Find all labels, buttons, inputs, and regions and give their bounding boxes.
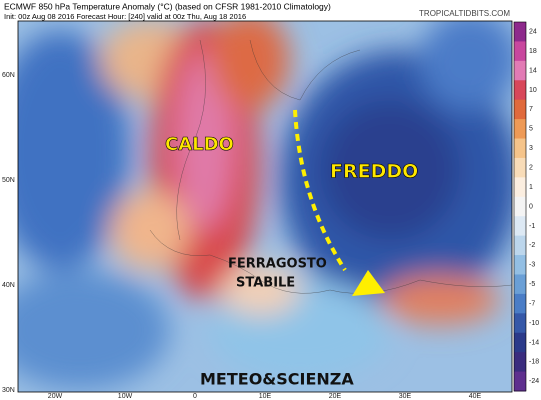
lon-label: 40E [469,393,482,400]
colorbar-label: 2 [529,165,533,172]
colorbar-swatch [514,332,526,353]
lon-label: 30E [399,393,412,400]
colorbar-frame [513,21,527,392]
lat-label: 50N [2,177,15,184]
colorbar-swatch [514,99,526,120]
colorbar-swatch [514,235,526,256]
colorbar-label: 14 [529,67,537,74]
colorbar-swatch [514,60,526,81]
colorbar-label: -7 [529,300,535,307]
annotation: CALDO [165,134,234,155]
lon-label: 20W [48,393,63,400]
site: TROPICALTIDBITS.COM [419,9,510,18]
lat-label: 40N [2,282,15,289]
colorbar-swatch [514,371,526,392]
colorbar-label: 1 [529,184,533,191]
annotation: FREDDO [330,161,418,183]
colorbar-label: 5 [529,126,533,133]
colorbar-swatch [514,119,526,140]
colorbar-label: -2 [529,242,535,249]
colorbar-swatch [514,196,526,217]
lon-label: 10W [118,393,133,400]
title: ECMWF 850 hPa Temperature Anomaly (°C) (… [4,1,331,11]
annotation: FERRAGOSTO [228,257,327,272]
colorbar-swatch [514,293,526,314]
colorbar-label: 18 [529,48,537,55]
lon-label: 10E [259,393,272,400]
colorbar-swatch [514,352,526,373]
colorbar-swatch [514,274,526,295]
colorbar-swatch [514,157,526,178]
annotation: STABILE [236,276,295,291]
colorbar-label: 24 [529,29,537,36]
colorbar-label: -3 [529,262,535,269]
colorbar-label: 0 [529,203,533,210]
colorbar-swatch [514,22,526,42]
colorbar-swatch [514,313,526,334]
lon-label: 20E [329,393,342,400]
colorbar-label: -5 [529,281,535,288]
map [18,21,512,392]
colorbar-swatch [514,80,526,101]
colorbar-swatch [514,138,526,159]
colorbar-label: -24 [529,378,539,385]
colorbar-label: -18 [529,359,539,366]
annotation: METEO&SCIENZA [200,370,354,389]
colorbar-swatch [514,216,526,237]
colorbar-label: -1 [529,223,535,230]
lon-label: 0 [193,393,197,400]
colorbar-swatch [514,255,526,275]
colorbar-swatch [514,41,526,62]
colorbar-label: -10 [529,320,539,327]
colorbar-label: 10 [529,87,537,94]
colorbar-label: 7 [529,106,533,113]
lat-label: 30N [2,387,15,394]
init-line: Init: 00z Aug 08 2016 Forecast Hour: [24… [4,12,246,21]
lat-label: 60N [2,72,15,79]
colorbar-swatch [514,177,526,198]
colorbar-label: -14 [529,339,539,346]
colorbar-label: 3 [529,145,533,152]
